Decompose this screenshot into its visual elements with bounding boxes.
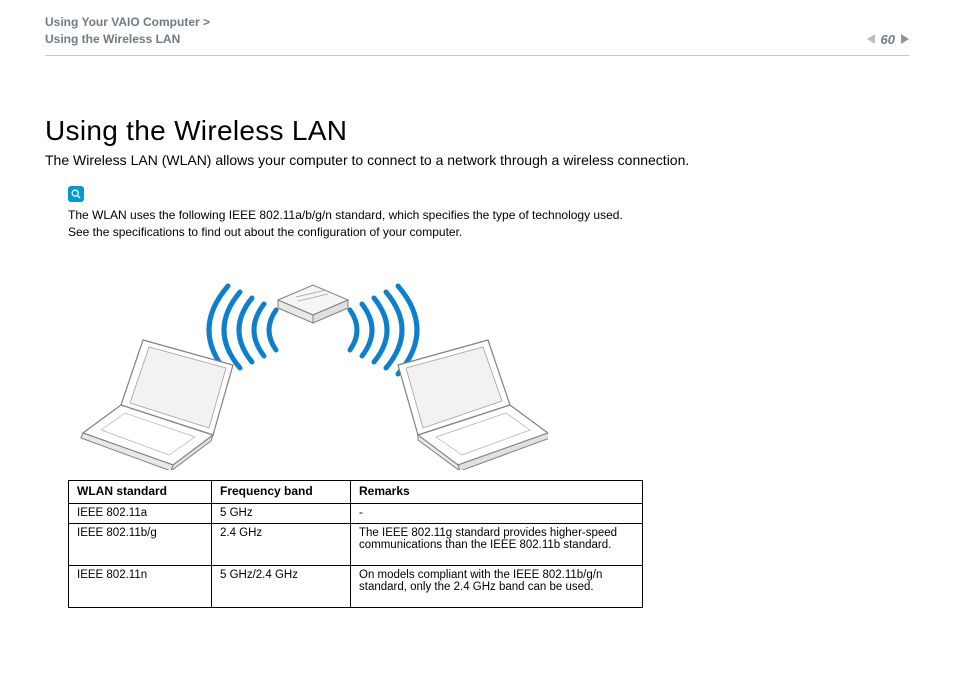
col-header-standard: WLAN standard [69,481,212,504]
info-icon [68,186,84,202]
cell-band: 2.4 GHz [212,524,351,566]
breadcrumb-line2: Using the Wireless LAN [45,31,210,48]
breadcrumb-line1: Using Your VAIO Computer > [45,14,210,31]
table-row: IEEE 802.11n 5 GHz/2.4 GHz On models com… [69,566,643,608]
page-forward-icon[interactable] [901,34,909,44]
page-back-icon[interactable] [867,34,875,44]
pager: 60 [867,32,909,49]
laptop-right-icon [398,340,548,470]
col-header-band: Frequency band [212,481,351,504]
wlan-table: WLAN standard Frequency band Remarks IEE… [68,480,643,608]
router-icon [278,285,348,323]
cell-standard: IEEE 802.11a [69,504,212,524]
note-text: The WLAN uses the following IEEE 802.11a… [68,207,623,242]
table-header-row: WLAN standard Frequency band Remarks [69,481,643,504]
cell-remarks: On models compliant with the IEEE 802.11… [351,566,643,608]
note-line2: See the specifications to find out about… [68,224,623,241]
cell-remarks: - [351,504,643,524]
wlan-diagram [78,260,548,475]
breadcrumb: Using Your VAIO Computer > Using the Wir… [45,14,210,49]
table-row: IEEE 802.11a 5 GHz - [69,504,643,524]
wireless-waves-right-icon [350,286,417,374]
page-number: 60 [881,32,895,47]
laptop-left-icon [81,340,233,470]
cell-standard: IEEE 802.11n [69,566,212,608]
intro-text: The Wireless LAN (WLAN) allows your comp… [45,152,689,168]
cell-band: 5 GHz/2.4 GHz [212,566,351,608]
cell-remarks: The IEEE 802.11g standard provides highe… [351,524,643,566]
page-title: Using the Wireless LAN [45,115,347,147]
cell-standard: IEEE 802.11b/g [69,524,212,566]
table-row: IEEE 802.11b/g 2.4 GHz The IEEE 802.11g … [69,524,643,566]
cell-band: 5 GHz [212,504,351,524]
note-line1: The WLAN uses the following IEEE 802.11a… [68,207,623,224]
col-header-remarks: Remarks [351,481,643,504]
note-block: The WLAN uses the following IEEE 802.11a… [68,186,623,242]
header: Using Your VAIO Computer > Using the Wir… [45,14,909,56]
